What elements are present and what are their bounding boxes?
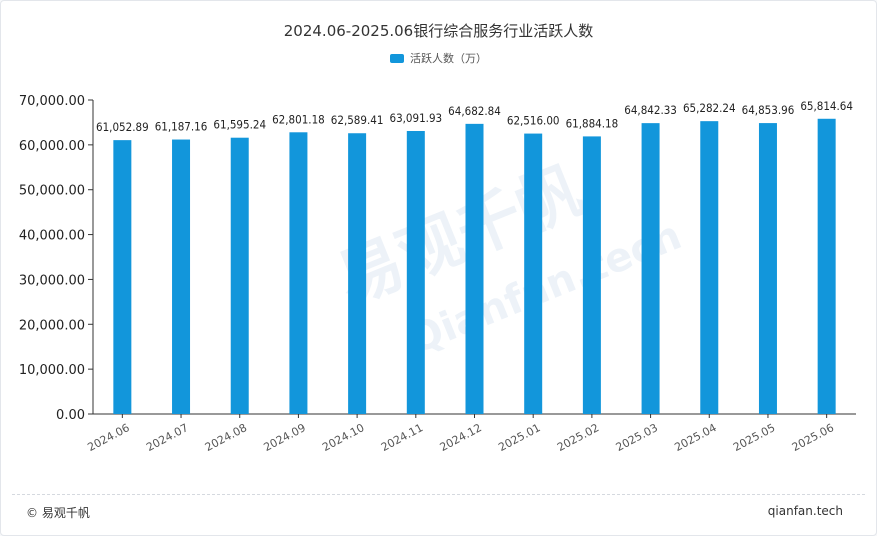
data-label: 64,842.33 [624,103,677,117]
data-label: 64,853.96 [742,103,795,117]
bar [465,123,484,414]
bar [524,133,543,414]
x-tick-label: 2025.03 [614,421,660,454]
bar [113,140,132,414]
chart-title: 2024.06-2025.06银行综合服务行业活跃人数 [283,22,594,40]
bar [172,139,191,415]
bar [582,136,601,414]
x-tick-label: 2025.05 [731,421,777,454]
x-tick-label: 2025.06 [790,421,836,454]
data-label: 62,589.41 [331,113,384,127]
footer-divider [12,494,865,495]
data-label: 65,282.24 [683,101,736,115]
bar [700,121,719,414]
x-tick-label: 2024.08 [203,421,249,454]
y-tick-label: 10,000.00 [19,363,85,378]
bar [348,133,367,414]
bar [641,123,660,414]
x-tick-label: 2024.09 [262,421,308,454]
x-tick-label: 2025.04 [672,421,718,454]
data-label: 64,682.84 [448,104,501,118]
data-label: 61,884.18 [566,116,619,130]
data-label: 61,052.89 [96,120,149,134]
footer-brand: © 易观千帆 [26,506,90,520]
data-label: 62,516.00 [507,114,560,128]
y-tick-label: 20,000.00 [19,318,85,333]
x-tick-label: 2024.07 [144,421,190,454]
bar [230,137,249,414]
y-tick-label: 50,000.00 [19,184,85,199]
y-tick-label: 30,000.00 [19,273,85,288]
data-label: 61,187.16 [155,120,208,134]
x-tick-label: 2024.11 [379,421,425,454]
x-tick-label: 2024.10 [320,421,366,454]
y-tick-label: 70,000.00 [19,94,85,109]
legend-label: 活跃人数（万） [410,52,487,65]
legend-swatch [390,53,404,63]
y-tick-label: 60,000.00 [19,139,85,154]
bar [758,123,777,414]
data-label: 65,814.64 [800,99,853,113]
y-tick-label: 0.00 [56,408,85,423]
y-tick-label: 40,000.00 [19,229,85,244]
x-tick-label: 2025.02 [555,421,601,454]
footer-site: qianfan.tech [767,504,843,518]
data-label: 61,595.24 [213,118,266,132]
data-label: 62,801.18 [272,112,325,126]
x-tick-label: 2024.06 [85,421,131,454]
x-tick-label: 2025.01 [496,421,542,454]
x-tick-label: 2024.12 [438,421,484,454]
bar [289,132,308,414]
data-label: 63,091.93 [389,111,442,125]
bar [406,130,425,415]
bar [817,118,836,415]
legend[interactable]: 活跃人数（万） [0,50,877,66]
